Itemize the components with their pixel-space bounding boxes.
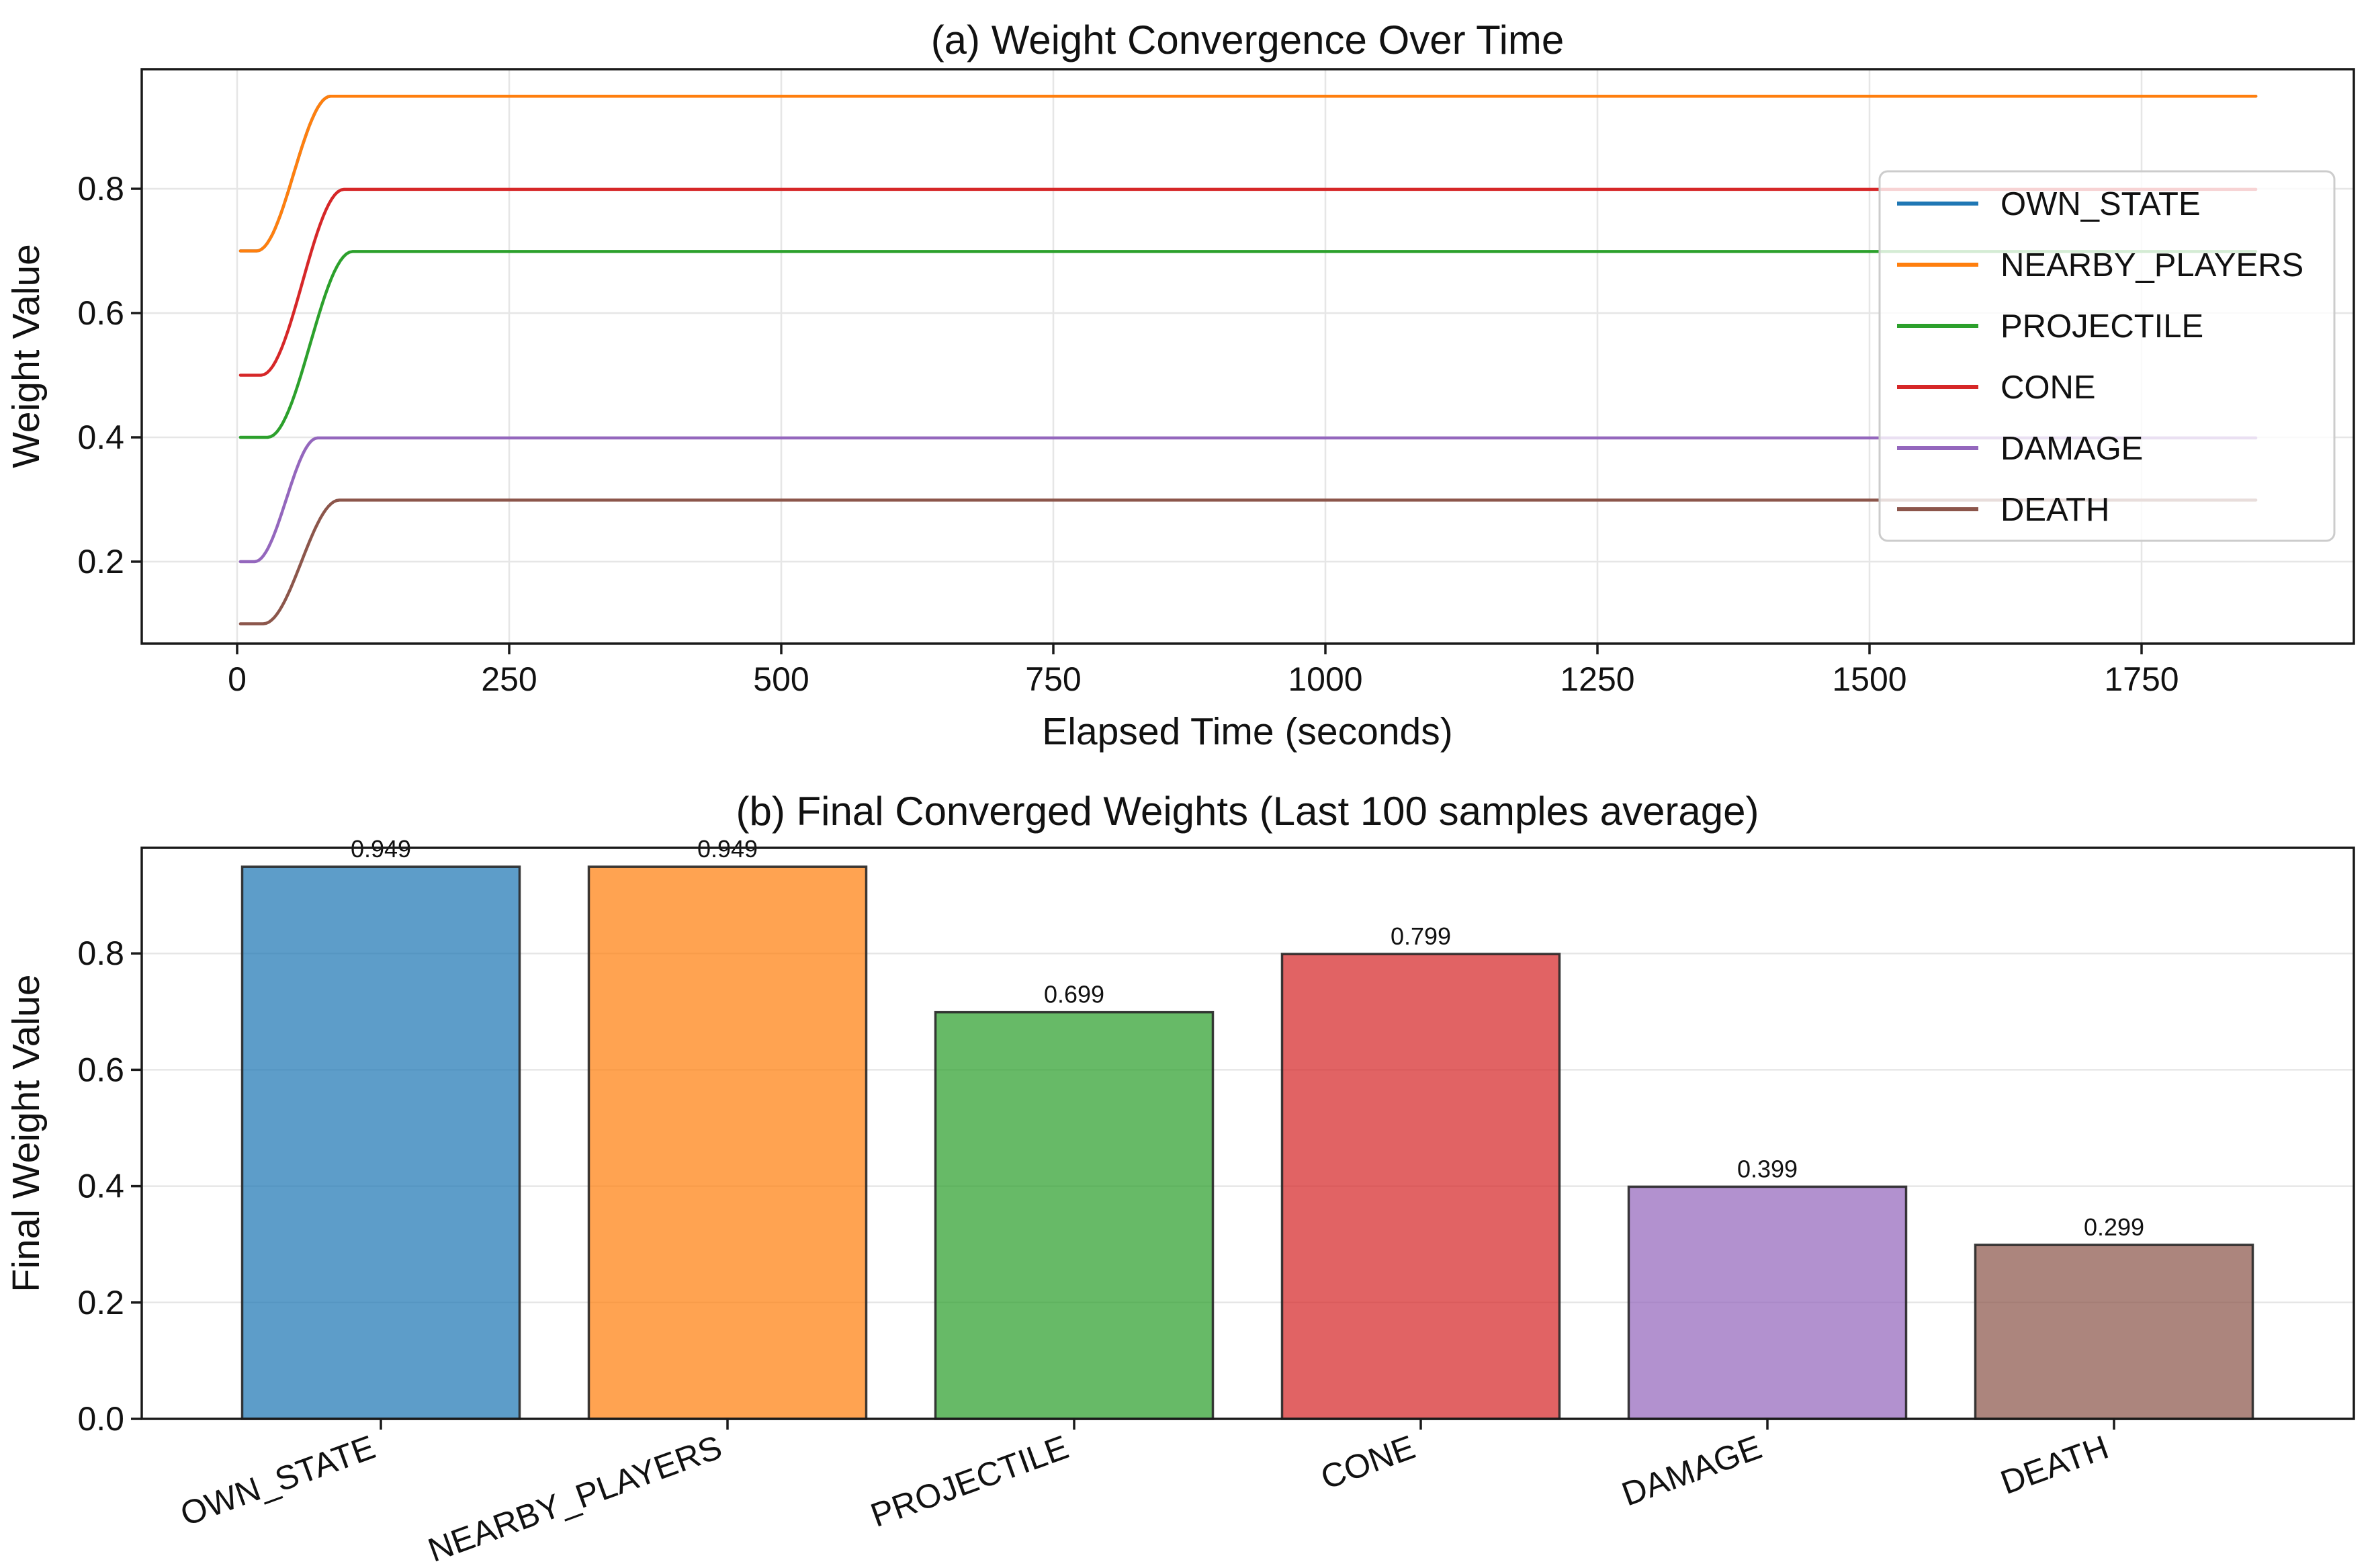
line-DAMAGE [238, 436, 2258, 564]
top-xtick-label-1000: 1000 [1288, 660, 1362, 698]
top-xtick-label-1250: 1250 [1560, 660, 1634, 698]
top-xtick-label-0: 0 [228, 660, 247, 698]
line-CONE [238, 187, 2258, 377]
legend-box [1878, 170, 2336, 542]
bottom-chart: 0.949 0.9490.6990.7990.3990.2990.00.20.40… [5, 789, 2355, 1568]
top-ytick-label-0.4: 0.4 [77, 419, 124, 456]
top-xtick-label-500: 500 [753, 660, 809, 698]
top-xtick-label-1750: 1750 [2104, 660, 2179, 698]
bar-DEATH [1974, 1244, 2254, 1420]
legend-item-CONE: CONE [1897, 369, 2096, 406]
legend-item-DAMAGE: DAMAGE [1897, 431, 2143, 467]
bar-OWN_STATE [240, 865, 521, 1420]
bottom-ytick-label-0.4: 0.4 [77, 1168, 124, 1205]
legend-item-PROJECTILE: PROJECTILE [1897, 308, 2203, 345]
bar-value-label-DEATH: 0.299 [2084, 1213, 2144, 1241]
bar-value-label-CONE: 0.799 [1391, 922, 1451, 950]
bottom-ytick-label-0.6: 0.6 [77, 1051, 124, 1088]
legend: OWN_STATE NEARBY_PLAYERS PROJECTILE CONE DAM… [1878, 170, 2336, 542]
bottom-xtick-label-DAMAGE: DAMAGE [1617, 1428, 1767, 1514]
bottom-xtick-label-PROJECTILE: PROJECTILE [866, 1428, 1073, 1534]
bottom-xtick-label-NEARBY_PLAYERS: NEARBY_PLAYERS [423, 1428, 727, 1568]
bottom-ytick-label-0.8: 0.8 [77, 934, 124, 972]
top-chart-xlabel: Elapsed Time (seconds) [1042, 710, 1452, 753]
top-ytick-label-0.6: 0.6 [77, 294, 124, 332]
legend-label-PROJECTILE: PROJECTILE [2001, 308, 2203, 345]
legend-label-DEATH: DEATH [2001, 492, 2109, 528]
top-chart: 0 250 500 750 1000 1250 1500 1750 0.2 0.4 0.6 0.8 (a… [5, 17, 2355, 753]
bar-PROJECTILE [934, 1010, 1215, 1420]
line-PROJECTILE [238, 250, 2258, 439]
legend-label-DAMAGE: DAMAGE [2001, 431, 2143, 467]
legend-label-NEARBY_PLAYERS: NEARBY_PLAYERS [2001, 247, 2303, 284]
bottom-xtick-label-DEATH: DEATH [1996, 1428, 2113, 1501]
top-chart-axes-box [140, 68, 2355, 645]
bar-DAMAGE [1627, 1185, 1908, 1420]
bottom-xtick-label-CONE: CONE [1316, 1428, 1420, 1497]
legend-item-DEATH: DEATH [1897, 492, 2109, 528]
bars [240, 865, 2254, 1420]
legend-item-NEARBY_PLAYERS: NEARBY_PLAYERS [1897, 247, 2303, 284]
line-DEATH [238, 498, 2258, 625]
bar-value-label-DAMAGE: 0.399 [1737, 1155, 1798, 1182]
top-ytick-label-0.8: 0.8 [77, 170, 124, 208]
top-ytick-label-0.2: 0.2 [77, 543, 124, 580]
bar-value-label-PROJECTILE: 0.699 [1044, 981, 1104, 1008]
line-NEARBY_PLAYERS [238, 94, 2258, 253]
bar-NEARBY_PLAYERS [587, 865, 868, 1420]
top-xtick-label-1500: 1500 [1832, 660, 1906, 698]
bottom-chart-ylabel: Final Weight Value [5, 974, 48, 1292]
bar-CONE [1280, 953, 1561, 1420]
legend-label-OWN_STATE: OWN_STATE [2001, 186, 2201, 222]
legend-item-OWN_STATE: OWN_STATE [1897, 186, 2201, 222]
series-lines [238, 94, 2258, 625]
top-chart-title: (a) Weight Convergence Over Time [931, 17, 1565, 62]
top-chart-ylabel: Weight Value [5, 244, 48, 468]
bottom-chart-axes-box [140, 846, 2355, 1420]
bottom-xtick-label-OWN_STATE: OWN_STATE [175, 1428, 380, 1534]
bottom-ytick-label-0.0: 0.0 [77, 1400, 124, 1438]
bottom-chart-title: (b) Final Converged Weights (Last 100 sa… [736, 789, 1759, 834]
legend-label-CONE: CONE [2001, 369, 2096, 406]
bottom-ytick-label-0.2: 0.2 [77, 1284, 124, 1321]
top-xtick-label-250: 250 [481, 660, 537, 698]
top-xtick-label-750: 750 [1025, 660, 1081, 698]
top-chart-tick-marks [131, 187, 2143, 654]
bottom-chart-tick-marks [131, 952, 2115, 1430]
